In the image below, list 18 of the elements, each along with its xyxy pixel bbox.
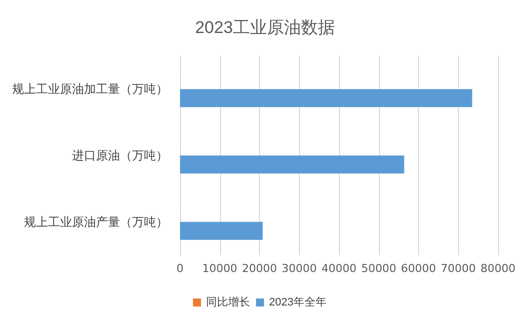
x-tick-label: 30000 bbox=[282, 262, 317, 275]
x-tick-label: 80000 bbox=[480, 262, 516, 275]
x-tick-label: 0 bbox=[176, 262, 184, 275]
x-tick-label: 60000 bbox=[401, 262, 436, 275]
y-tick-label: 进口原油（万吨） bbox=[72, 148, 168, 162]
bar bbox=[180, 156, 404, 174]
x-tick-label: 50000 bbox=[361, 262, 396, 275]
x-tick-label: 10000 bbox=[202, 262, 238, 275]
legend-label: 2023年全年 bbox=[269, 296, 326, 308]
y-tick-label: 规上工业原油加工量（万吨） bbox=[12, 82, 168, 96]
y-tick-label: 规上工业原油产量（万吨） bbox=[24, 214, 168, 229]
chart-title: 2023工业原油数据 bbox=[195, 18, 335, 37]
x-tick-label: 70000 bbox=[440, 262, 476, 275]
x-tick-label: 20000 bbox=[242, 262, 277, 275]
legend-label: 同比增长 bbox=[206, 296, 250, 308]
bar bbox=[180, 89, 472, 108]
bar bbox=[180, 222, 263, 240]
x-tick-label: 40000 bbox=[322, 262, 356, 275]
